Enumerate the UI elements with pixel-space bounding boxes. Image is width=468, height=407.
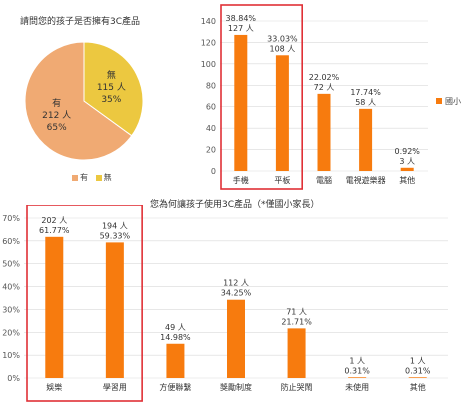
pie-legend-label-no: 無 bbox=[103, 173, 112, 182]
reason-label-bottom-1: 59.33% bbox=[100, 231, 131, 240]
device-label-bottom-2: 72 人 bbox=[314, 83, 335, 92]
reason-xtick-1: 學習用 bbox=[103, 382, 127, 392]
pie-label-count-1: 115 人 bbox=[97, 82, 126, 93]
device-bar-3 bbox=[359, 108, 373, 171]
device-xtick-1: 平板 bbox=[274, 175, 290, 185]
reason-bar-1 bbox=[105, 242, 124, 378]
reason-label-bottom-0: 61.77% bbox=[39, 226, 70, 235]
reason-xtick-5: 未使用 bbox=[345, 382, 369, 392]
pie-legend: 有 無 bbox=[72, 172, 112, 183]
reason-bar-6 bbox=[408, 377, 427, 378]
reason-bar-4 bbox=[287, 328, 306, 378]
device-label-top-4: 0.92% bbox=[394, 147, 420, 156]
device-xtick-0: 手機 bbox=[233, 175, 249, 185]
device-ytick-3: 60 bbox=[206, 103, 216, 112]
device-ytick-4: 80 bbox=[206, 81, 216, 90]
pie-legend-swatch-no bbox=[95, 174, 102, 181]
device-xtick-3: 電視遊樂器 bbox=[346, 175, 386, 185]
device-bar-2 bbox=[317, 93, 331, 171]
device-label-bottom-4: 3 人 bbox=[399, 157, 415, 166]
reason-xtick-3: 獎勵制度 bbox=[220, 382, 252, 392]
device-label-top-2: 22.02% bbox=[309, 73, 340, 82]
reason-bar-5 bbox=[348, 377, 367, 378]
reason-bar-chart: 0% 10% 20% 30% 40% 50% 60% 70% 娛樂 202 人61.77% 學習用 1… bbox=[2, 205, 448, 402]
reason-label-bottom-5: 0.31% bbox=[344, 366, 370, 375]
reason-ytick-2: 20% bbox=[2, 328, 20, 337]
reason-label-bottom-2: 14.98% bbox=[160, 333, 191, 342]
pie-slice-1 bbox=[83, 41, 144, 137]
reason-ytick-7: 70% bbox=[2, 214, 20, 223]
reason-label-bottom-6: 0.31% bbox=[405, 366, 431, 375]
device-label-bottom-0: 127 人 bbox=[228, 24, 254, 33]
reason-label-top-1: 194 人 bbox=[102, 221, 128, 230]
pie-label-name-1: 無 bbox=[107, 69, 116, 81]
device-ytick-7: 140 bbox=[201, 17, 216, 26]
reason-ytick-5: 50% bbox=[2, 260, 20, 269]
pie-legend-label-yes: 有 bbox=[80, 173, 88, 182]
reason-ytick-1: 10% bbox=[2, 351, 20, 360]
reason-ytick-0: 0% bbox=[7, 374, 20, 383]
reason-label-top-5: 1 人 bbox=[349, 356, 365, 365]
reason-label-bottom-4: 21.71% bbox=[281, 317, 312, 326]
reason-label-top-0: 202 人 bbox=[41, 216, 67, 225]
device-ytick-1: 20 bbox=[206, 146, 216, 155]
device-label-top-1: 33.03% bbox=[267, 34, 298, 43]
reason-ytick-6: 60% bbox=[2, 237, 20, 246]
device-label-bottom-1: 108 人 bbox=[269, 44, 295, 53]
pie-label-percent-1: 35% bbox=[101, 95, 121, 105]
device-ytick-0: 0 bbox=[211, 167, 216, 176]
pie-chart-title: 請問您的孩子是否擁有3C產品 bbox=[20, 17, 141, 27]
device-bar-4 bbox=[400, 167, 414, 171]
pie-label-percent-0: 65% bbox=[47, 123, 67, 133]
device-ytick-5: 100 bbox=[201, 60, 216, 69]
reason-highlight-box bbox=[26, 205, 143, 402]
device-legend-label: 國小 bbox=[445, 97, 461, 106]
device-ytick-6: 120 bbox=[201, 38, 216, 47]
device-label-bottom-3: 58 人 bbox=[355, 98, 376, 107]
reason-bar-2 bbox=[166, 343, 185, 378]
reason-ytick-4: 40% bbox=[2, 283, 20, 292]
device-highlight-box bbox=[220, 4, 303, 190]
reason-xtick-0: 娛樂 bbox=[46, 382, 62, 392]
reason-bar-3 bbox=[227, 299, 245, 378]
reason-bar-0 bbox=[45, 236, 64, 378]
reason-label-top-4: 71 人 bbox=[286, 307, 307, 316]
device-label-top-0: 38.84% bbox=[226, 14, 257, 23]
reason-label-top-3: 112 人 bbox=[223, 279, 249, 288]
reason-xtick-6: 其他 bbox=[410, 382, 426, 392]
reason-label-bottom-3: 34.25% bbox=[221, 289, 252, 298]
reason-chart-title: 您為何讓孩子使用3C產品（*僅國小家長） bbox=[150, 200, 320, 210]
reason-ytick-3: 30% bbox=[2, 305, 20, 314]
device-bar-1 bbox=[275, 55, 289, 171]
pie-slice-0 bbox=[24, 41, 133, 161]
reason-xtick-2: 方便聯繫 bbox=[159, 382, 191, 392]
device-xtick-4: 其他 bbox=[399, 175, 415, 185]
device-legend-swatch bbox=[436, 98, 442, 104]
reason-xtick-4: 防止哭鬧 bbox=[281, 382, 313, 392]
pie-legend-swatch-yes bbox=[72, 174, 78, 181]
reason-label-top-6: 1 人 bbox=[410, 356, 426, 365]
pie-label-count-0: 212 人 bbox=[42, 110, 71, 121]
pie-label-name-0: 有 bbox=[52, 97, 61, 109]
device-xtick-2: 電腦 bbox=[316, 175, 332, 185]
device-label-top-3: 17.74% bbox=[350, 88, 381, 97]
device-ytick-2: 40 bbox=[206, 124, 216, 133]
reason-label-top-2: 49 人 bbox=[165, 323, 186, 332]
device-bar-0 bbox=[234, 34, 248, 171]
